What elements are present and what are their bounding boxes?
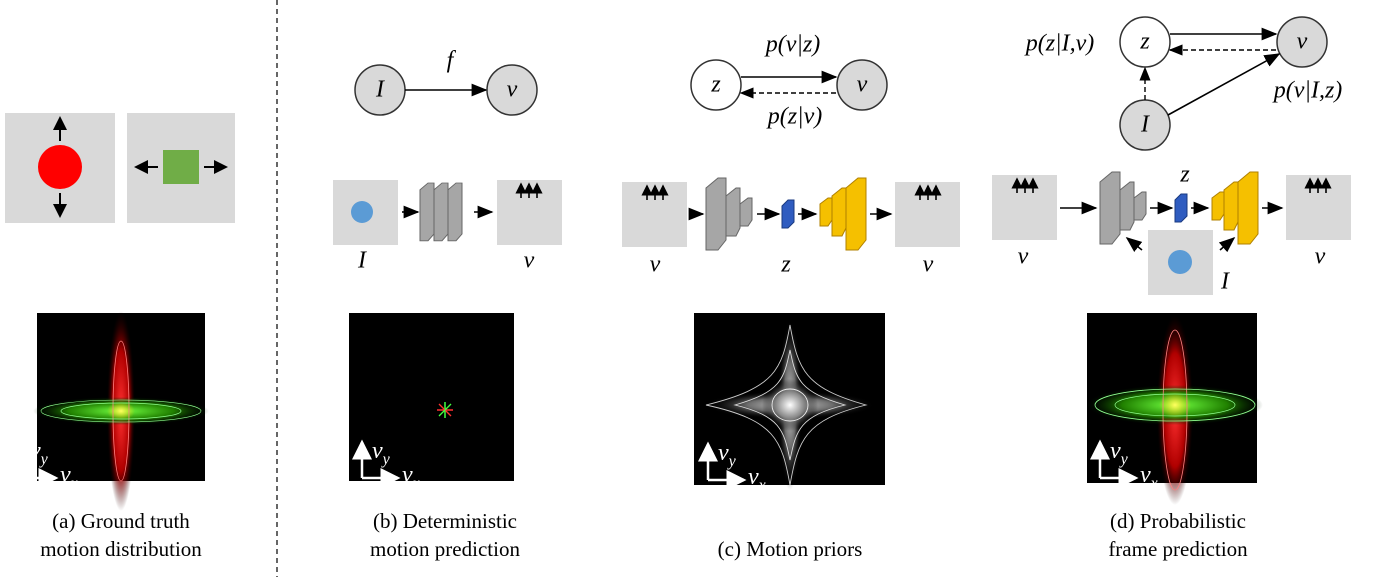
output-label: v [923, 252, 934, 278]
caption: (a) Ground truth [52, 509, 190, 533]
caption: (b) Deterministic [373, 509, 517, 533]
node-label: I [375, 77, 385, 103]
input-label: I [357, 248, 367, 274]
input-label: v [1018, 244, 1029, 270]
node-label: z [1139, 29, 1150, 55]
edge-label: p(z|I,v) [1024, 31, 1095, 57]
green-square [163, 150, 199, 184]
node-label: v [1297, 29, 1308, 55]
figure: (a) Ground truth motion distribution I v… [0, 0, 1375, 577]
edge-label: f [447, 48, 457, 74]
node-label: I [1140, 112, 1150, 138]
node-label: z [710, 72, 721, 98]
caption: (c) Motion priors [718, 537, 863, 561]
panel-d: z v I p(z|I,v) p(v|I,z) v z I v (d) Prob… [992, 17, 1351, 561]
panel-a: (a) Ground truth motion distribution [5, 113, 235, 561]
caption: motion prediction [370, 537, 520, 561]
caption: motion distribution [40, 537, 202, 561]
node-label: v [507, 77, 518, 103]
panel-c: z v p(v|z) p(z|v) v z v (c) Motion prior… [622, 32, 960, 562]
edge-label: p(v|I,z) [1272, 78, 1343, 104]
node-label: v [857, 72, 868, 98]
red-circle [38, 145, 82, 189]
heatmap [1087, 313, 1263, 505]
output-label: v [524, 248, 535, 274]
latent-label: z [1179, 162, 1190, 188]
output-label: v [1315, 244, 1326, 270]
input-label: v [650, 252, 661, 278]
edge-label: p(z|v) [766, 104, 823, 130]
edge-label: p(v|z) [764, 32, 821, 58]
latent-label: z [780, 252, 791, 278]
caption: (d) Probabilistic [1110, 509, 1246, 533]
panel-b: I v f I v (b) Deterministic motion predi… [333, 48, 562, 562]
caption: frame prediction [1108, 537, 1248, 561]
condition-label: I [1220, 269, 1230, 295]
